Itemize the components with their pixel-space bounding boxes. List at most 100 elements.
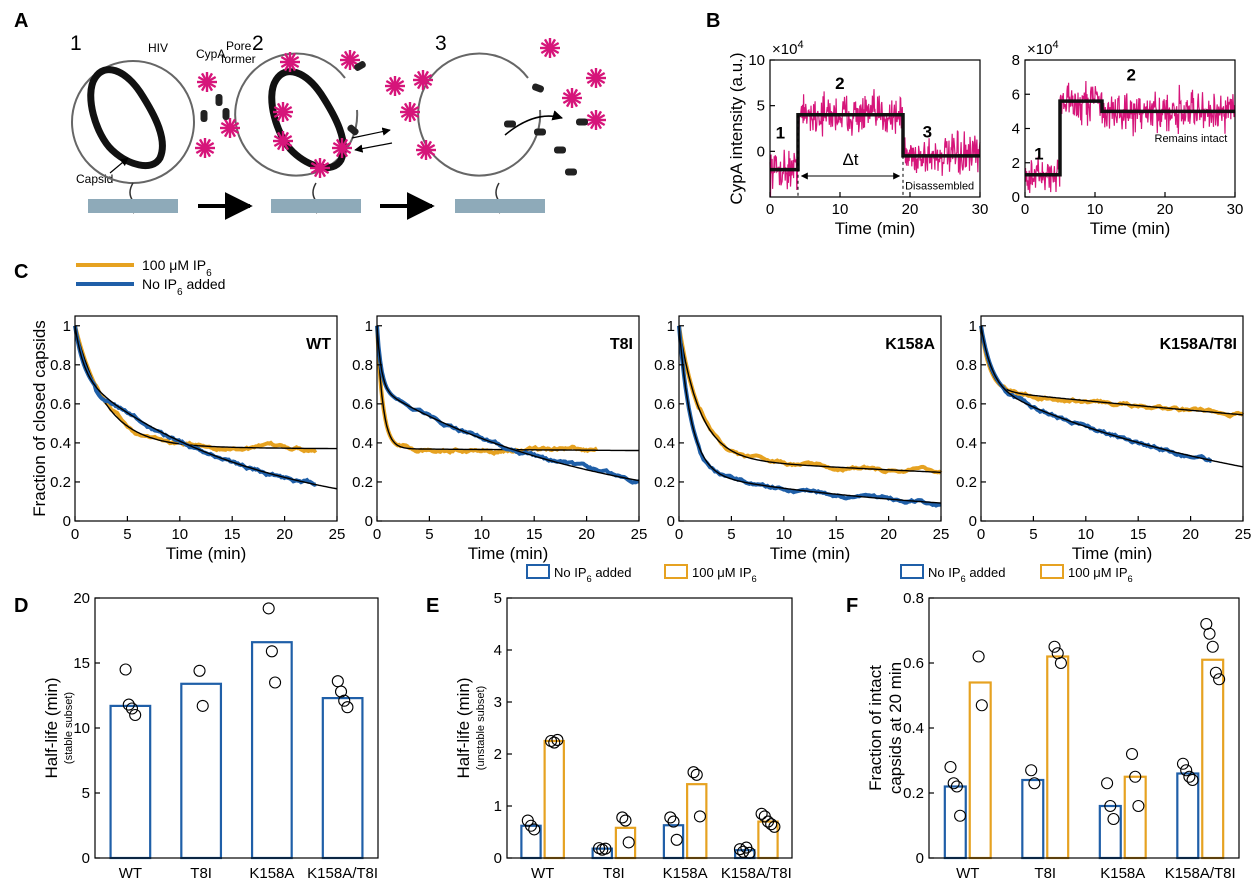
pore-former-molecule [347, 124, 359, 136]
replicate-point [1206, 640, 1219, 653]
no-ip6-bar [662, 824, 685, 860]
x-tick-label: WT [956, 865, 979, 882]
replicate-point [122, 698, 135, 711]
x-tick-label: 20 [880, 526, 897, 543]
x-tick-label: 10 [832, 201, 849, 218]
pore-former-molecule [504, 120, 516, 128]
disassembled-label: Disassembled [905, 181, 974, 193]
legend-no-ip6-swatch [900, 564, 924, 579]
pore-former-molecule [576, 118, 588, 126]
step-number-3: 3 [435, 32, 447, 55]
bar [250, 641, 293, 860]
x-axis-label: Time (min) [166, 544, 247, 563]
hiv-label: HIV [148, 41, 168, 55]
ip6-fit-line [980, 325, 1244, 416]
y-axis-label: Half-life (min) [454, 677, 473, 778]
cypa-molecule [226, 124, 234, 132]
bar [321, 696, 364, 860]
y-tick-label: 20 [73, 590, 90, 607]
substrate-1 [88, 199, 178, 213]
x-tick-label: 25 [329, 526, 346, 543]
no-ip6-bar [1098, 804, 1122, 860]
y-tick-label: 0.2 [903, 785, 924, 802]
y-tick-label: 6 [1012, 86, 1020, 103]
pore-former-molecule [354, 61, 366, 71]
cypa-molecule [346, 56, 354, 64]
pore-label-2: former [221, 52, 256, 66]
replicate-point [1107, 812, 1120, 826]
y-tick-label: 1 [494, 798, 502, 815]
replicate-point [972, 650, 985, 663]
y-axis-label: Fraction of closed capsids [30, 320, 49, 517]
x-tick-label: 0 [373, 526, 381, 543]
substrate-3 [455, 199, 545, 213]
replicate-point [947, 777, 960, 790]
y-tick-label: 0.8 [956, 357, 977, 374]
x-tick-label: K158A [663, 865, 708, 882]
legend-ip6-swatch [1040, 564, 1064, 579]
replicate-point [1048, 640, 1061, 653]
y-axis-label: Half-life (min) [42, 677, 61, 778]
y-tick-label: 0 [82, 850, 90, 867]
y-tick-label: 0.4 [903, 720, 924, 737]
no-ip6-bar [1176, 772, 1200, 860]
y-tick-label: 0 [969, 513, 977, 530]
y-tick-label: 0.6 [352, 396, 373, 413]
ip6-bar [1123, 775, 1147, 860]
cypa-label: CypA [196, 47, 225, 61]
replicate-point [338, 694, 351, 707]
x-axis-label: Time (min) [1090, 219, 1171, 238]
replicate-point [975, 699, 988, 712]
replicate-point [196, 699, 209, 712]
y-tick-label: 0.6 [50, 396, 71, 413]
y-tick-label: 2 [1012, 155, 1020, 172]
cypa-molecule [592, 74, 600, 82]
no-ip6-bar [943, 785, 967, 860]
y-tick-label: 0.8 [903, 590, 924, 607]
schematic: 1 2 3 HIV CypA Pore former Capsid [70, 32, 606, 220]
replicate-point [667, 815, 680, 828]
replicate-point [1054, 656, 1067, 670]
replicate-point [664, 811, 677, 824]
replicate-point [693, 810, 706, 823]
panel-label-a: A [14, 10, 28, 32]
pore-former-molecule [215, 94, 223, 106]
y-tick-label: 4 [1012, 121, 1020, 138]
ip6-data-curve [375, 325, 599, 456]
axes-box [94, 597, 379, 859]
replicate-point [125, 702, 139, 715]
x-tick-label: 20 [902, 201, 919, 218]
panel-d: WT T8I K158A K158A/T8I 0 5 10 15 20 Half-life (mi… [42, 590, 379, 882]
replicate-point [687, 766, 700, 779]
subplot-title: K158A/T8I [1160, 336, 1237, 353]
replicate-point [1176, 757, 1190, 770]
x-tick-label: 20 [578, 526, 595, 543]
x-tick-label: 10 [1087, 201, 1104, 218]
subplot-title: WT [306, 336, 331, 353]
panel-e: WT T8I K158A K158A/T8I 0 1 2 3 4 5 Half-life (min)… [454, 564, 793, 882]
cypa-molecule [203, 78, 211, 86]
no-ip6-fit-line [376, 325, 640, 482]
replicate-point [1129, 770, 1142, 783]
subplot-title: K158A [885, 336, 935, 353]
x-tick-label: 0 [766, 201, 774, 218]
ip6-bar [1201, 658, 1225, 860]
x-tick-label: 0 [977, 526, 985, 543]
panel-label-e: E [426, 595, 439, 617]
y-tick-label: 0.2 [654, 474, 675, 491]
cypa-molecule [279, 108, 287, 116]
y-tick-label: 2 [494, 746, 502, 763]
axes-box [506, 597, 793, 859]
replicate-point [622, 836, 635, 849]
cypa-molecule [338, 144, 346, 152]
y-tick-label: 0 [494, 850, 502, 867]
y-axis-label: CypA intensity (a.u.) [727, 52, 746, 204]
step-number-2: 2 [252, 32, 264, 55]
cypa-molecule [201, 144, 209, 152]
x-tick-label: 25 [1235, 526, 1252, 543]
pore-former-molecule [222, 108, 230, 120]
subplot-k158a: 0 5 10 15 20 25 0 0.2 0.4 0.6 0.8 1 Time (min) K158A [654, 315, 949, 563]
axes-box [376, 315, 640, 522]
